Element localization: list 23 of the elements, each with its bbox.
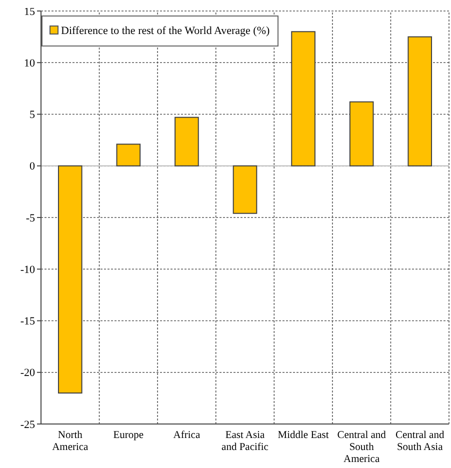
y-tick-label: 0 [30, 160, 36, 173]
bar [408, 36, 432, 166]
x-tick-label: Middle East [278, 430, 329, 441]
x-tick-label: Central and South America [337, 430, 387, 465]
bar [291, 31, 316, 166]
y-tick-label: -5 [26, 212, 36, 224]
y-tick-label: 10 [24, 57, 36, 70]
bar [174, 116, 199, 166]
y-tick-label: -10 [20, 264, 36, 276]
x-tick-label: Central and South Asia [396, 430, 445, 453]
bar [349, 101, 374, 166]
x-tick-label: North America [52, 430, 89, 453]
y-tick-label: -15 [20, 316, 36, 328]
y-tick-label: 5 [30, 109, 36, 122]
x-tick-label: East Asia and Pacific [222, 430, 269, 453]
x-tick-label: Africa [173, 430, 200, 441]
legend-label: Difference to the rest of the World Average (%) [61, 24, 270, 37]
bar [232, 165, 258, 214]
bar [58, 165, 82, 394]
y-tick-label: -25 [20, 418, 36, 431]
bar [116, 144, 141, 166]
y-tick-label: -20 [20, 367, 36, 380]
x-tick-label: Europe [113, 430, 144, 441]
